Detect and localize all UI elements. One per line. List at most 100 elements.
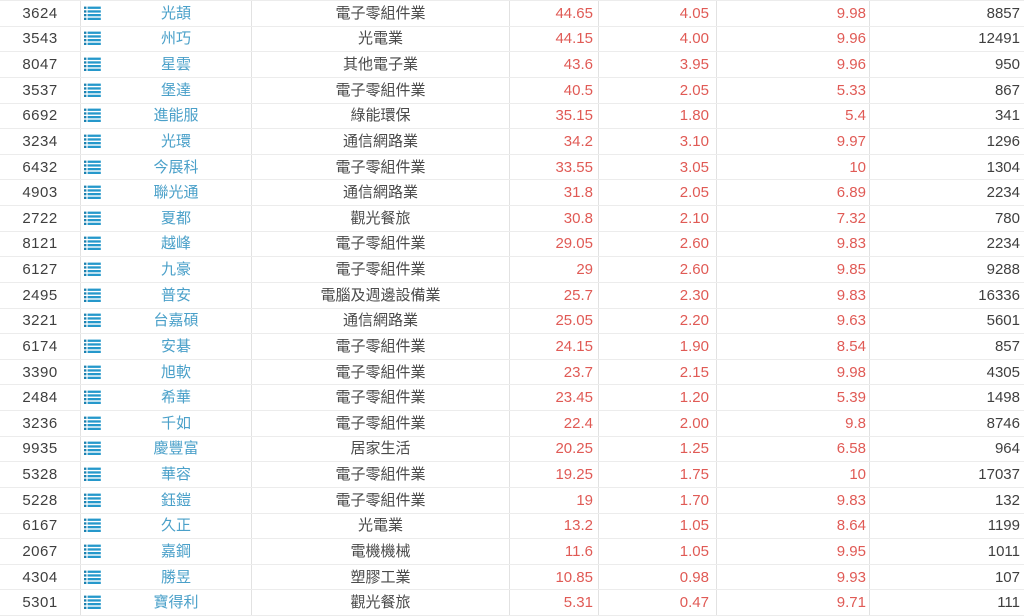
change-value: 1.70 — [599, 487, 717, 513]
stock-name-link[interactable]: 州巧 — [160, 30, 191, 48]
change-percent-value: 9.83 — [717, 487, 870, 513]
stock-name-link[interactable]: 普安 — [160, 286, 191, 304]
list-icon[interactable] — [84, 570, 101, 585]
table-row: 5228 鈺鎧 — [0, 487, 1024, 514]
list-icon[interactable] — [84, 31, 101, 46]
stock-name-link[interactable]: 華容 — [160, 466, 191, 484]
change-percent-value: 9.97 — [717, 129, 870, 154]
change-value: 1.90 — [599, 334, 717, 359]
industry-label: 電子零組件業 — [252, 487, 510, 513]
list-icon[interactable] — [84, 518, 101, 533]
stock-code: 3624 — [0, 1, 81, 26]
list-icon[interactable] — [84, 365, 101, 380]
stock-name-cell: 星雲 — [81, 52, 252, 77]
stock-code: 2067 — [0, 539, 81, 564]
stock-name-cell: 九豪 — [81, 257, 252, 282]
stock-name-link[interactable]: 千如 — [160, 414, 191, 432]
stock-name-cell: 普安 — [81, 282, 252, 308]
industry-label: 塑膠工業 — [252, 564, 510, 590]
stock-name-link[interactable]: 光環 — [160, 132, 191, 150]
list-icon[interactable] — [84, 493, 101, 508]
list-icon[interactable] — [84, 313, 101, 328]
stock-name-cell: 久正 — [81, 513, 252, 539]
list-icon[interactable] — [84, 160, 101, 175]
stock-name-link[interactable]: 鈺鎧 — [160, 491, 191, 509]
stock-name-link[interactable]: 九豪 — [160, 261, 191, 279]
table-row: 6432 今展科 — [0, 154, 1024, 181]
stock-name-link[interactable]: 慶豐富 — [153, 440, 199, 458]
stock-name-link[interactable]: 星雲 — [160, 56, 191, 74]
list-icon[interactable] — [84, 83, 101, 98]
table-row: 6167 久正 — [0, 513, 1024, 540]
change-percent-value: 9.63 — [717, 308, 870, 334]
table-row: 3624 光頡 — [0, 1, 1024, 27]
change-value: 2.05 — [599, 77, 717, 103]
change-value: 3.10 — [599, 129, 717, 154]
stock-name-link[interactable]: 久正 — [160, 517, 191, 535]
industry-label: 通信網路業 — [252, 180, 510, 205]
change-percent-value: 9.83 — [717, 282, 870, 308]
stock-code: 4903 — [0, 180, 81, 205]
change-percent-value: 6.58 — [717, 436, 870, 462]
list-icon[interactable] — [84, 57, 101, 72]
stock-name-link[interactable]: 希華 — [160, 389, 191, 407]
list-icon[interactable] — [84, 211, 101, 226]
volume-value: 2234 — [986, 184, 1020, 202]
list-icon[interactable] — [84, 288, 101, 303]
table-row: 3537 堡達 — [0, 77, 1024, 104]
stock-code: 5328 — [0, 462, 81, 487]
table-row: 4304 勝昱 — [0, 564, 1024, 591]
list-icon[interactable] — [84, 339, 101, 354]
change-value: 0.98 — [599, 564, 717, 590]
stock-name-link[interactable]: 寶得利 — [153, 594, 199, 612]
change-percent-value: 9.8 — [717, 411, 870, 436]
list-icon[interactable] — [84, 544, 101, 559]
stock-name-link[interactable]: 旭軟 — [160, 363, 191, 381]
stock-code: 5228 — [0, 487, 81, 513]
list-icon[interactable] — [84, 134, 101, 149]
change-percent-value: 9.96 — [717, 52, 870, 77]
stock-name-link[interactable]: 聯光通 — [153, 184, 199, 202]
change-percent-value: 9.98 — [717, 1, 870, 26]
stock-name-link[interactable]: 越峰 — [160, 235, 191, 253]
list-icon[interactable] — [84, 441, 101, 456]
stock-name-cell: 聯光通 — [81, 180, 252, 205]
list-icon[interactable] — [84, 416, 101, 431]
list-icon[interactable] — [84, 236, 101, 251]
industry-label: 通信網路業 — [252, 308, 510, 334]
stock-name-link[interactable]: 進能服 — [153, 107, 199, 125]
price-value: 31.8 — [510, 180, 599, 205]
list-icon[interactable] — [84, 6, 101, 21]
stock-name-cell: 嘉鋼 — [81, 539, 252, 564]
stock-name-link[interactable]: 今展科 — [153, 158, 199, 176]
change-value: 3.05 — [599, 154, 717, 180]
list-icon[interactable] — [84, 262, 101, 277]
change-percent-value: 9.95 — [717, 539, 870, 564]
list-icon[interactable] — [84, 185, 101, 200]
stock-name-link[interactable]: 勝昱 — [160, 568, 191, 586]
stock-code: 5301 — [0, 590, 81, 615]
stock-code: 4304 — [0, 564, 81, 590]
list-icon[interactable] — [84, 108, 101, 123]
stock-name-link[interactable]: 光頡 — [160, 4, 191, 22]
change-value: 3.95 — [599, 52, 717, 77]
industry-label: 綠能環保 — [252, 103, 510, 129]
table-row: 2722 夏都 — [0, 206, 1024, 232]
industry-label: 光電業 — [252, 513, 510, 539]
table-row: 3236 千如 — [0, 411, 1024, 437]
industry-label: 電子零組件業 — [252, 334, 510, 359]
stock-name-link[interactable]: 安碁 — [160, 337, 191, 355]
stock-name-link[interactable]: 嘉鋼 — [160, 542, 191, 560]
stock-name-link[interactable]: 夏都 — [160, 209, 191, 227]
price-value: 43.6 — [510, 52, 599, 77]
list-icon[interactable] — [84, 467, 101, 482]
stock-name-link[interactable]: 堡達 — [160, 81, 191, 99]
stock-code: 2722 — [0, 206, 81, 231]
change-percent-value: 9.71 — [717, 590, 870, 615]
list-icon[interactable] — [84, 390, 101, 405]
price-value: 11.6 — [510, 539, 599, 564]
list-icon[interactable] — [84, 595, 101, 610]
stock-name-link[interactable]: 台嘉碩 — [153, 312, 199, 330]
table-row: 8047 星雲 — [0, 52, 1024, 78]
